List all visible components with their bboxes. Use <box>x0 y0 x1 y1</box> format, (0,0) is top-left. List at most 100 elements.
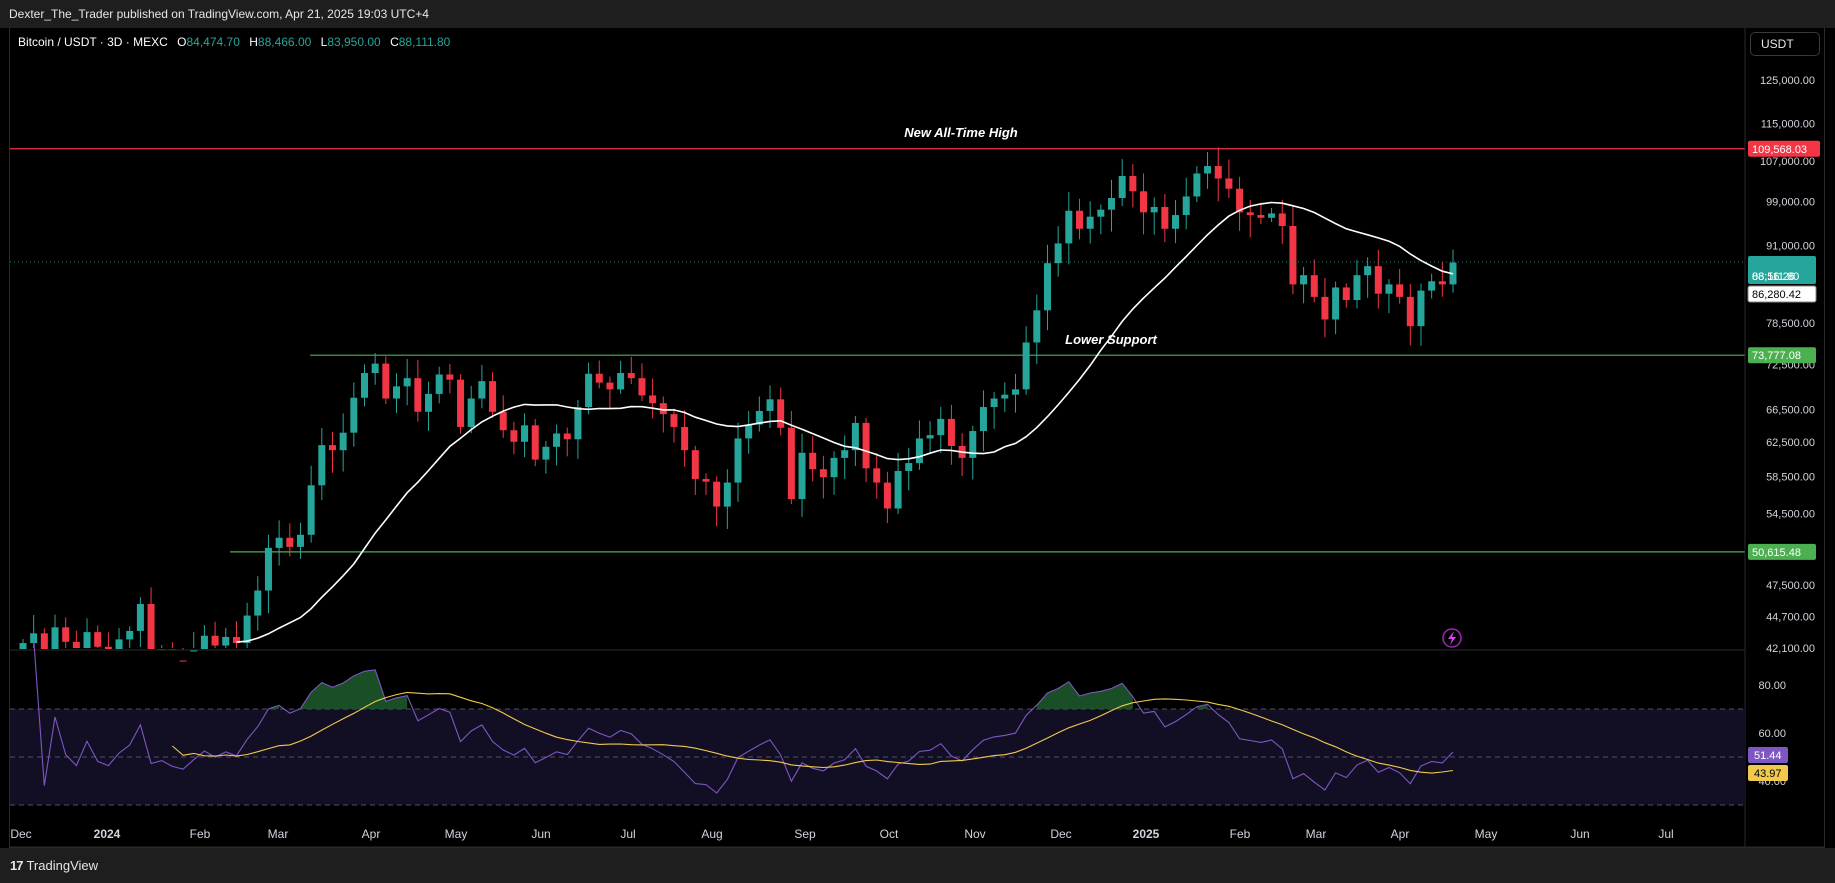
high-value: 88,466.00 <box>257 35 312 49</box>
candle <box>19 638 27 649</box>
candle <box>1236 176 1244 231</box>
lower-support-price-tag: 50,615.48 <box>1748 543 1816 560</box>
candle <box>51 614 59 649</box>
lightning-icon[interactable] <box>1442 628 1462 648</box>
candle <box>1193 166 1201 203</box>
candle <box>702 473 710 496</box>
price-tick-label: 47,500.00 <box>1766 580 1815 592</box>
candle <box>670 408 678 443</box>
time-tick-label: Dec <box>10 827 31 841</box>
candle <box>1182 177 1190 230</box>
time-tick-label: Apr <box>1391 827 1410 841</box>
candle <box>947 404 955 465</box>
price-tick-label: 54,500.00 <box>1766 508 1815 520</box>
candle <box>1172 199 1180 244</box>
candle <box>126 626 134 648</box>
candle <box>659 396 667 433</box>
symbol-legend: Bitcoin / USDT · 3D · MEXC O84,474.70 H8… <box>18 35 450 49</box>
candle <box>222 627 230 648</box>
time-tick-label: May <box>445 827 468 841</box>
candle <box>286 523 294 557</box>
candle <box>1289 206 1297 295</box>
candle <box>841 435 849 480</box>
candle <box>1204 152 1212 189</box>
candle <box>798 433 806 517</box>
moving-average-line <box>236 201 1454 643</box>
candle <box>1396 268 1404 304</box>
candle <box>1129 164 1137 208</box>
low-label: L <box>320 35 328 49</box>
candle <box>1022 326 1030 395</box>
candle <box>1310 259 1318 303</box>
candle <box>499 395 507 438</box>
candle <box>275 520 283 566</box>
candle <box>574 399 582 459</box>
ma-price-tag: 86,280.42 <box>1747 285 1817 303</box>
candle <box>158 645 166 651</box>
candle <box>873 452 881 499</box>
candle <box>147 587 155 649</box>
candle <box>563 427 571 457</box>
candle <box>83 618 91 648</box>
currency-button[interactable]: USDT <box>1750 32 1820 56</box>
resistance-price-tag: 109,568.03 <box>1748 140 1820 157</box>
time-tick-label: 2024 <box>94 827 121 841</box>
candle <box>414 359 422 422</box>
candle <box>318 428 326 501</box>
candle <box>830 451 838 495</box>
candle <box>371 352 379 385</box>
candle <box>1300 266 1308 304</box>
countdown-label: 08:56:26 <box>1752 271 1795 283</box>
candle <box>1001 382 1009 413</box>
candle <box>531 418 539 467</box>
candle <box>649 378 657 419</box>
candle <box>883 471 891 524</box>
candle <box>1428 273 1436 299</box>
candle <box>339 413 347 472</box>
candle <box>787 410 795 505</box>
open-label: O <box>177 35 187 49</box>
candle <box>40 628 48 649</box>
candle <box>179 648 187 662</box>
time-tick-label: May <box>1475 827 1498 841</box>
price-tick-label: 107,000.00 <box>1760 156 1815 168</box>
time-tick-label: Dec <box>1050 827 1071 841</box>
candle <box>1225 159 1233 198</box>
candle <box>958 433 966 477</box>
publisher-text: Dexter_The_Trader published on TradingVi… <box>9 7 429 21</box>
tradingview-logo-icon: 17 <box>10 858 24 873</box>
price-tick-label: 99,000.00 <box>1766 197 1815 209</box>
candle <box>1011 373 1019 413</box>
price-tick-label: 62,500.00 <box>1766 437 1815 449</box>
candle <box>1161 194 1169 243</box>
candle <box>1075 198 1083 240</box>
price-tick-label: 42,100.00 <box>1766 643 1815 655</box>
candle <box>425 381 433 431</box>
candle <box>457 374 465 434</box>
candle <box>254 576 262 631</box>
candle <box>104 632 112 649</box>
candle <box>489 372 497 419</box>
price-tick-label: 58,500.00 <box>1766 471 1815 483</box>
candle <box>72 630 80 648</box>
candle <box>264 534 272 614</box>
candle <box>681 410 689 467</box>
close-label: C <box>390 35 399 49</box>
candle <box>617 360 625 394</box>
candle <box>585 362 593 415</box>
price-tick-label: 44,700.00 <box>1766 612 1815 624</box>
price-tick-label: 91,000.00 <box>1766 241 1815 253</box>
candle <box>1118 159 1126 207</box>
candle <box>200 624 208 649</box>
candle <box>1214 147 1222 202</box>
publisher-bar: Dexter_The_Trader published on TradingVi… <box>0 0 1835 28</box>
candle <box>403 358 411 406</box>
candle <box>905 447 913 491</box>
tradingview-brand[interactable]: 17 TradingView <box>10 858 98 873</box>
candle <box>1449 249 1457 293</box>
candle <box>1268 207 1276 222</box>
candle <box>894 452 902 515</box>
candle <box>1385 279 1393 314</box>
time-tick-label: Jul <box>620 827 635 841</box>
